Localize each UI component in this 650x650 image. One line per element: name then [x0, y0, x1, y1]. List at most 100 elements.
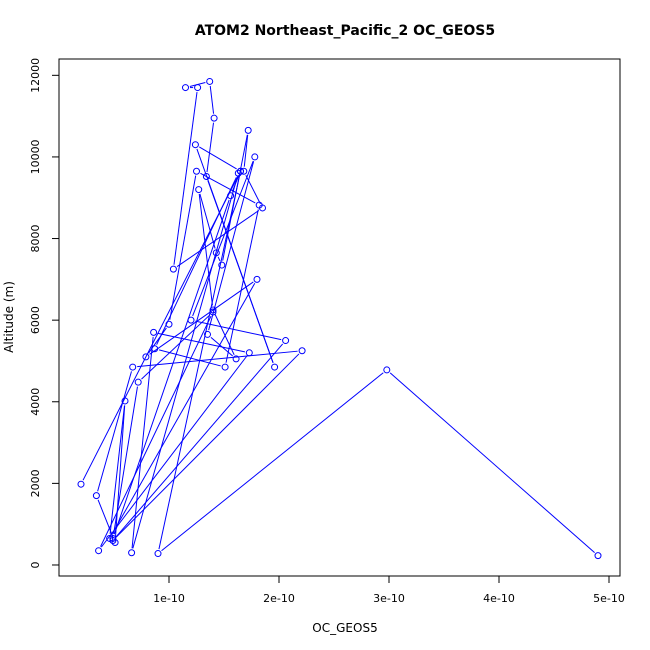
series-segment: [198, 193, 213, 306]
series-segment: [245, 174, 261, 205]
series-segment: [222, 134, 248, 261]
series-segment: [113, 199, 230, 535]
series-segment: [200, 172, 256, 204]
data-point: [298, 347, 306, 355]
x-tick-label: 1e-10: [153, 592, 185, 605]
data-point: [165, 320, 173, 328]
data-point: [111, 539, 119, 547]
data-point: [218, 261, 226, 269]
data-point: [202, 173, 210, 181]
y-tick-label: 2000: [29, 469, 42, 497]
series-segment: [217, 256, 221, 262]
series-segment: [207, 180, 274, 364]
data-point: [194, 84, 202, 92]
series-segment: [158, 175, 241, 550]
x-tick-label: 3e-10: [373, 592, 405, 605]
data-point: [282, 337, 290, 345]
series-segment: [243, 134, 249, 167]
data-point: [251, 153, 259, 161]
series-segment: [100, 315, 212, 547]
series-segment: [137, 350, 298, 368]
series-segment: [157, 332, 246, 353]
data-point: [151, 345, 159, 353]
data-point: [193, 167, 200, 175]
data-point: [121, 397, 129, 405]
x-axis: 1e-10 2e-10 3e-10 4e-10 5e-10: [153, 575, 625, 605]
x-tick-label: 5e-10: [593, 592, 625, 605]
series-layer: [77, 77, 602, 560]
data-point: [209, 308, 217, 316]
series-segment: [169, 175, 197, 320]
data-point: [210, 114, 218, 122]
y-tick-label: 12000: [29, 58, 42, 93]
data-point: [227, 192, 235, 200]
series-segment: [389, 372, 595, 554]
chart-title: ATOM2 Northeast_Pacific_2 OC_GEOS5: [195, 23, 495, 39]
data-point: [383, 366, 391, 374]
series-segment: [176, 210, 260, 268]
y-axis-label: Altitude (m): [2, 281, 16, 353]
data-point: [245, 349, 253, 357]
series-segment: [214, 313, 235, 356]
data-point: [191, 141, 199, 149]
data-point: [129, 363, 137, 371]
data-point: [92, 492, 100, 500]
y-tick-label: 10000: [29, 139, 42, 174]
data-point: [95, 547, 103, 555]
data-point: [150, 328, 158, 336]
data-point: [244, 126, 252, 134]
series-segment: [208, 161, 255, 331]
data-point: [142, 353, 150, 361]
series-segment: [113, 386, 138, 535]
series-segment: [109, 405, 125, 535]
series-segment: [195, 320, 282, 341]
data-point: [237, 167, 244, 175]
y-tick-label: 0: [29, 561, 42, 568]
data-point: [134, 378, 142, 386]
series-segment: [97, 371, 132, 492]
y-tick-label: 4000: [29, 388, 42, 416]
series-segment: [132, 177, 238, 549]
series-segment: [97, 499, 114, 539]
data-point: [182, 84, 189, 92]
series-segment: [161, 372, 384, 552]
data-point: [109, 534, 117, 542]
series-segment: [141, 314, 211, 380]
series-segment: [82, 174, 239, 481]
data-point: [221, 363, 229, 371]
data-point: [209, 306, 217, 314]
plot-frame: [58, 58, 621, 577]
data-point: [212, 249, 220, 257]
x-axis-label: OC_GEOS5: [312, 621, 377, 635]
y-tick-label: 8000: [29, 225, 42, 253]
series-segment: [225, 209, 259, 363]
series-segment: [199, 146, 237, 170]
data-point: [128, 549, 136, 557]
data-point: [169, 265, 177, 273]
y-tick-label: 6000: [29, 306, 42, 334]
data-point: [271, 363, 279, 371]
data-point: [206, 77, 214, 85]
series-segment: [206, 122, 215, 173]
data-point: [253, 275, 261, 283]
data-point: [232, 355, 240, 363]
x-tick-label: 2e-10: [263, 592, 295, 605]
series-segment: [115, 343, 284, 538]
series-segment: [111, 283, 256, 535]
data-point: [195, 186, 203, 194]
data-point: [594, 552, 602, 560]
data-point: [77, 480, 85, 488]
series-segment: [199, 193, 216, 249]
data-point: [154, 550, 162, 558]
data-point: [204, 330, 211, 338]
data-point: [106, 534, 114, 542]
series-segment: [115, 353, 300, 538]
x-tick-label: 4e-10: [483, 592, 515, 605]
series-segment: [231, 175, 240, 192]
data-point: [187, 316, 195, 324]
data-point: [255, 201, 263, 209]
series-segment: [209, 85, 215, 114]
series-segment: [100, 356, 247, 548]
y-axis: 0 2000 4000 6000 8000 10000 12000: [29, 58, 60, 568]
